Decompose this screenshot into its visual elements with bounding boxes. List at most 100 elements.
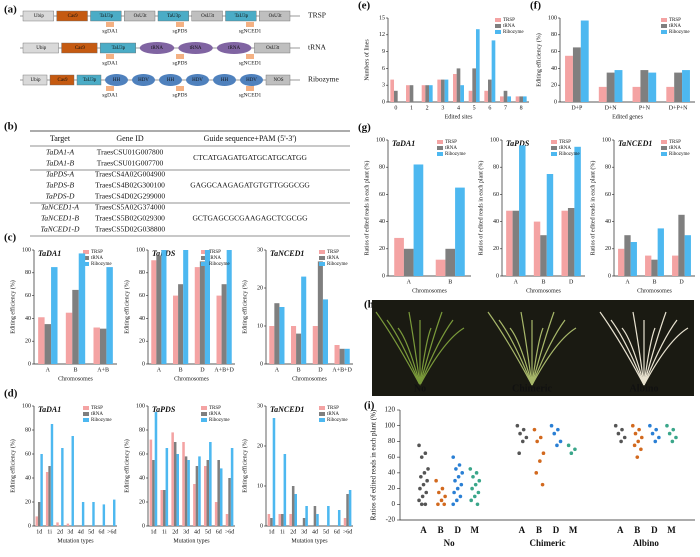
y-tick-label: 80 [379, 165, 385, 171]
photo-caption: Albino [630, 383, 659, 394]
bar [614, 70, 623, 102]
legend-swatch [437, 146, 443, 150]
legend-label: Ribozyme [327, 418, 348, 423]
point [451, 455, 456, 459]
x-tick-label: 2d [172, 529, 178, 535]
leaf [509, 327, 533, 386]
bar [640, 70, 649, 102]
bar [565, 55, 573, 102]
element-label: Ubip [34, 14, 45, 19]
leaf [531, 311, 555, 386]
y-tick-label: 100 [22, 403, 31, 409]
x-axis-label: Chromosomes [526, 288, 561, 294]
target: TaNCED1-A [41, 203, 79, 212]
y-axis-label: Editing efficiency (%) [123, 280, 130, 334]
guide [176, 22, 184, 27]
bar [193, 484, 196, 526]
bar [35, 516, 38, 526]
bar [291, 326, 297, 364]
y-tick-label: 40 [25, 316, 31, 322]
gene-id: TraesCSU01G007700 [97, 159, 164, 168]
bar [184, 456, 188, 526]
point [472, 494, 477, 499]
bar [204, 466, 207, 526]
point [439, 498, 444, 503]
legend-label: tRNA [669, 146, 681, 151]
y-tick-label: 0 [382, 273, 385, 279]
point [471, 474, 475, 479]
guide [106, 86, 114, 91]
legend-label: tRNA [559, 146, 571, 151]
panel-label: (a) [4, 4, 17, 16]
point [674, 435, 678, 440]
photo-caption: No [414, 383, 426, 394]
y-axis-label: Ratios of edited reads in each plant (%) [589, 161, 596, 256]
y-tick-label: 0 [392, 500, 396, 508]
x-tick-label: A+B+D [214, 367, 234, 373]
leaf [498, 319, 533, 386]
y-tick-label: 80 [139, 427, 145, 433]
bar [183, 250, 189, 364]
bar [102, 504, 106, 526]
y-tick-label: 0 [608, 273, 611, 279]
element [213, 74, 236, 86]
y-axis-label: Ratios of edited reads in each plant (%) [477, 161, 484, 256]
point [650, 431, 655, 436]
legend-label: TRSP [209, 250, 221, 255]
bar [657, 228, 664, 276]
x-axis-label: Chromosomes [174, 376, 209, 382]
point [633, 431, 638, 436]
point [419, 455, 424, 459]
bar [38, 317, 45, 364]
bar [682, 70, 690, 102]
bar [666, 86, 675, 102]
legend-label: tRNA [91, 256, 103, 261]
x-axis-label: Chromosomes [412, 288, 447, 294]
point [518, 431, 522, 436]
bar [533, 221, 541, 276]
point [555, 443, 559, 448]
photo-caption: Chimeric [512, 383, 553, 394]
bar [512, 210, 520, 276]
guide [246, 86, 254, 91]
x-tick-label: A [275, 367, 280, 373]
x-tick-label: D+P+N [669, 105, 688, 111]
chart-title: TaPDS [506, 139, 530, 148]
bar [337, 510, 341, 526]
bar [267, 514, 271, 526]
bar [279, 307, 285, 364]
bar [44, 324, 52, 364]
legend-swatch [661, 146, 667, 150]
bar [327, 506, 330, 526]
y-tick-label: 100 [136, 247, 145, 253]
y-tick-label: 20 [379, 246, 385, 252]
bar [455, 187, 465, 276]
guide-label: sgNCED1 [239, 28, 262, 34]
point [453, 478, 457, 483]
construct-name: Ribozyme [308, 75, 339, 84]
legend-label: TRSP [327, 250, 339, 255]
x-tick-label: 6d [216, 529, 222, 535]
point [455, 486, 460, 491]
construct-name: tRNA [308, 43, 327, 52]
bar [51, 267, 58, 364]
y-tick-label: 0 [142, 361, 145, 367]
element [99, 42, 136, 54]
bar [173, 295, 179, 364]
legend-swatch [437, 140, 443, 144]
point [566, 443, 571, 448]
bar [441, 79, 445, 102]
x-tick-label: 1i [280, 529, 285, 535]
legend-swatch [201, 250, 207, 254]
point [421, 482, 426, 487]
leaf [643, 311, 667, 386]
element [124, 10, 156, 22]
legend-swatch [551, 152, 557, 156]
element [22, 42, 59, 54]
element-label: Ubip [36, 46, 47, 51]
chart-title: TaPDS [152, 405, 176, 414]
legend-label: tRNA [209, 256, 221, 261]
y-tick-label: 60 [25, 293, 31, 299]
x-tick-label: 5d [323, 529, 329, 535]
bar [674, 72, 683, 102]
